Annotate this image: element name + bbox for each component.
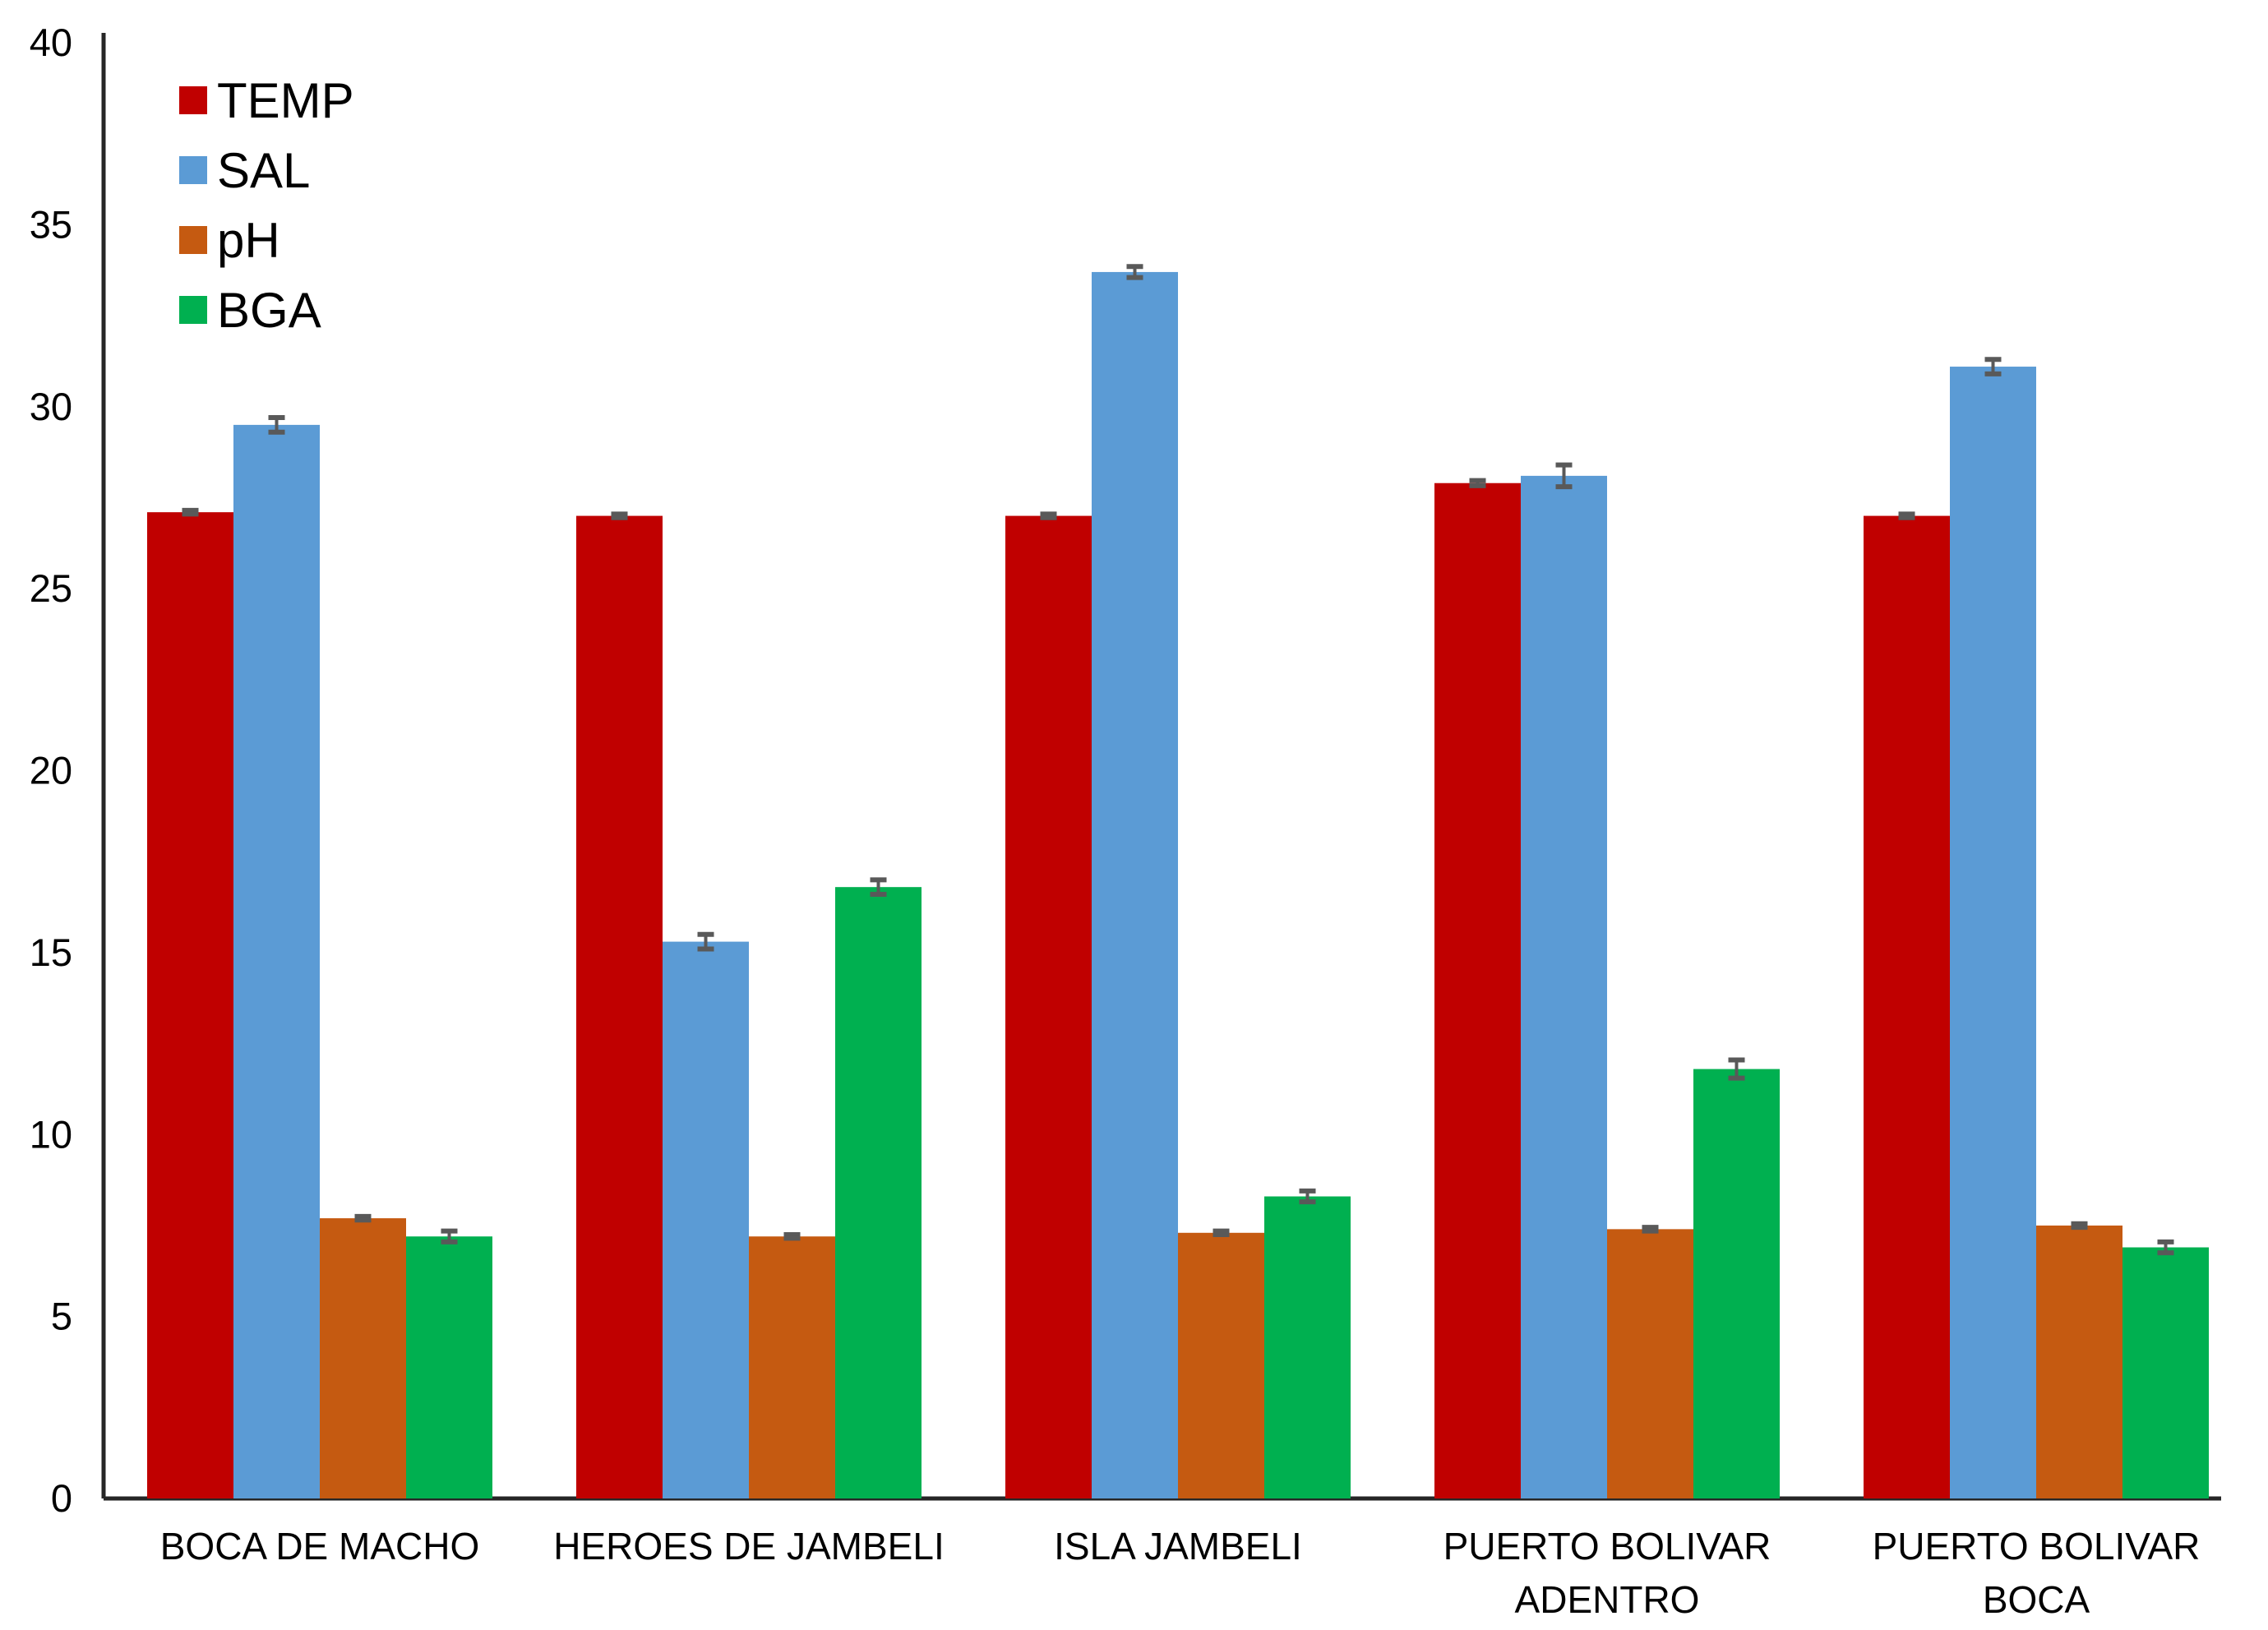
y-axis-tick-label: 25 bbox=[30, 566, 72, 610]
y-axis-tick-label: 30 bbox=[30, 385, 72, 428]
y-axis-tick-label: 0 bbox=[51, 1476, 72, 1520]
x-axis-category-label-boca-de-macho: BOCA DE MACHO bbox=[160, 1525, 480, 1568]
bar-sal-heroes-de-jambeli bbox=[663, 941, 749, 1498]
bar-sal-puerto-bolivar-adentro bbox=[1521, 475, 1607, 1498]
legend-label-bga: BGA bbox=[217, 283, 321, 338]
y-axis-tick-label: 35 bbox=[30, 202, 72, 246]
bar-bga-puerto-bolivar-adentro bbox=[1693, 1069, 1780, 1498]
bar-ph-puerto-bolivar-adentro bbox=[1607, 1229, 1693, 1498]
legend-swatch-bga bbox=[179, 296, 207, 324]
bar-temp-boca-de-macho bbox=[147, 512, 233, 1499]
x-axis-category-label-puerto-bolivar-adentro: PUERTO BOLIVAR ADENTRO bbox=[1443, 1525, 1771, 1621]
bar-bga-isla-jambeli bbox=[1264, 1196, 1351, 1498]
legend-swatch-temp bbox=[179, 86, 207, 114]
bar-sal-isla-jambeli bbox=[1092, 271, 1178, 1498]
bar-ph-puerto-bolivar-boca bbox=[2036, 1225, 2122, 1498]
bar-sal-boca-de-macho bbox=[233, 424, 320, 1499]
bar-ph-isla-jambeli bbox=[1178, 1232, 1264, 1498]
y-axis-tick-label: 20 bbox=[30, 749, 72, 792]
bar-temp-puerto-bolivar-boca bbox=[1864, 515, 1950, 1499]
bar-temp-isla-jambeli bbox=[1005, 515, 1092, 1499]
legend-label-temp: TEMP bbox=[217, 73, 354, 128]
y-axis-tick-label: 5 bbox=[51, 1295, 72, 1338]
bar-sal-puerto-bolivar-boca bbox=[1950, 367, 2036, 1498]
y-axis-tick-label: 10 bbox=[30, 1112, 72, 1156]
bar-bga-puerto-bolivar-boca bbox=[2122, 1247, 2209, 1498]
legend-swatch-sal bbox=[179, 156, 207, 184]
bar-temp-puerto-bolivar-adentro bbox=[1434, 483, 1521, 1498]
legend-swatch-ph bbox=[179, 226, 207, 254]
legend-label-ph: pH bbox=[217, 213, 280, 268]
x-axis-category-label-heroes-de-jambeli: HEROES DE JAMBELI bbox=[553, 1525, 944, 1568]
y-axis-tick-label: 15 bbox=[30, 930, 72, 974]
bar-ph-heroes-de-jambeli bbox=[749, 1236, 835, 1498]
y-axis-tick-label: 40 bbox=[30, 21, 72, 64]
x-axis-category-label-isla-jambeli: ISLA JAMBELI bbox=[1054, 1525, 1302, 1568]
bar-temp-heroes-de-jambeli bbox=[576, 515, 663, 1499]
bar-bga-heroes-de-jambeli bbox=[835, 887, 922, 1498]
bar-bga-boca-de-macho bbox=[406, 1236, 492, 1498]
x-axis-category-label-puerto-bolivar-boca: PUERTO BOLIVAR BOCA bbox=[1873, 1525, 2201, 1621]
bar-ph-boca-de-macho bbox=[320, 1218, 406, 1498]
legend-label-sal: SAL bbox=[217, 143, 310, 198]
